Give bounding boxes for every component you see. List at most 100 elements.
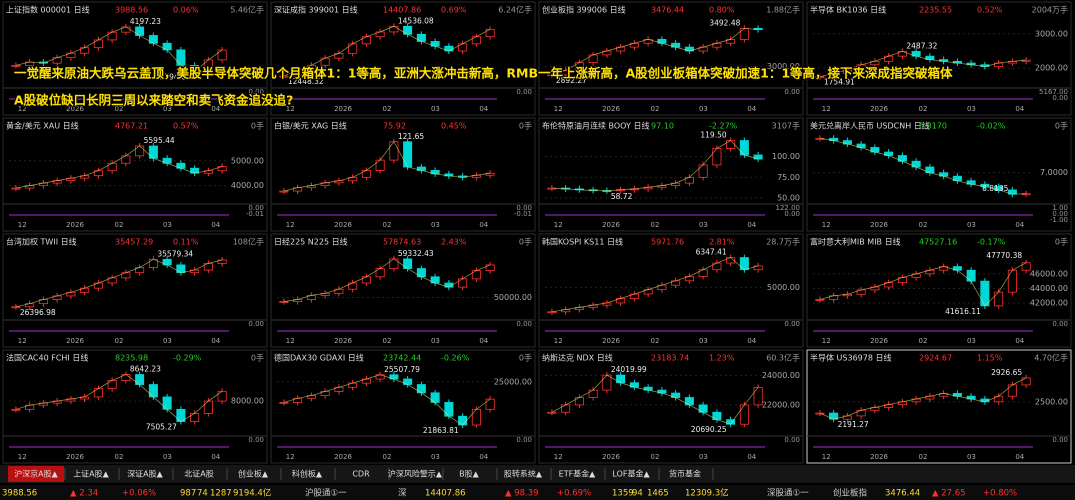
panel-price: 23183.74: [651, 354, 689, 363]
x-tick-label: 12: [286, 221, 295, 229]
panel-price: 47527.16: [919, 238, 957, 247]
tab[interactable]: 创业板▲: [238, 469, 269, 479]
x-tick-label: 03: [431, 453, 440, 461]
x-tick-label: 2026: [870, 105, 888, 113]
tab[interactable]: 货币基金: [669, 469, 701, 479]
candle: [107, 379, 117, 390]
panel-change: 0.06%: [173, 6, 199, 15]
panel-volume: 28.7万手: [766, 237, 800, 247]
close-line: [819, 51, 1027, 78]
x-tick-label: 03: [699, 221, 708, 229]
status-item: 987: [180, 489, 196, 499]
tab[interactable]: CDR: [352, 470, 370, 479]
extreme-label: 4197.23: [130, 17, 161, 26]
x-tick-label: 12: [822, 453, 831, 461]
status-item: 创业板指: [833, 488, 868, 499]
candle: [93, 39, 103, 49]
candle: [162, 42, 172, 51]
x-tick-label: 04: [747, 337, 756, 345]
headline-line: A股破位缺口长阴三周以来踏空和卖飞资金追没追?: [14, 93, 293, 108]
sub-axis-label: 0.00: [1052, 210, 1068, 218]
candle: [416, 268, 426, 278]
tab[interactable]: 北证A股: [184, 470, 213, 479]
extreme-label: 121.65: [398, 132, 424, 141]
close-line: [551, 140, 759, 192]
panel-volume: 5.46亿手: [230, 5, 264, 15]
candle: [458, 415, 468, 426]
x-tick-label: 02: [651, 453, 660, 461]
candle: [739, 140, 749, 156]
y-tick-label: 7.0000: [1040, 168, 1068, 177]
tab[interactable]: ETF基金▲: [559, 469, 597, 479]
y-tick-label: 22000.00: [762, 400, 800, 409]
x-tick-label: 12: [822, 221, 831, 229]
candle: [458, 278, 468, 288]
extreme-label: 21863.81: [423, 426, 459, 435]
status-item: +0.06%: [122, 489, 156, 499]
tab[interactable]: B股▲: [459, 470, 479, 479]
candle: [403, 141, 413, 168]
sub-axis-label: 0.00: [784, 210, 800, 218]
extreme-label: 41616.11: [945, 307, 981, 316]
extreme-label: 26396.98: [20, 308, 56, 317]
x-tick-label: 04: [1015, 105, 1024, 113]
sub-axis-label: 122.00: [776, 204, 801, 212]
candle: [217, 390, 227, 402]
x-tick-label: 2026: [66, 453, 84, 461]
x-tick-label: 03: [163, 337, 172, 345]
panel-title: 台湾加权 TWII 日线: [6, 237, 77, 247]
sub-axis-label: 0.00: [784, 320, 800, 328]
x-tick-label: 02: [115, 453, 124, 461]
tab[interactable]: 沪深京A股▲: [14, 469, 58, 479]
tab[interactable]: 上证A股▲: [73, 470, 109, 479]
tab[interactable]: 股转系统▲: [504, 469, 543, 479]
x-tick-label: 03: [163, 105, 172, 113]
panel-frame: [538, 1, 804, 116]
panel-title: 深证成指 399001 日线: [274, 5, 358, 15]
candle: [561, 404, 571, 413]
x-tick-label: 04: [1015, 221, 1024, 229]
extreme-label: 20690.25: [691, 425, 727, 434]
x-tick-label: 2026: [602, 337, 620, 345]
status-item: ▲ 27.65: [932, 489, 966, 499]
panel-price: 5971.76: [651, 238, 684, 247]
panel-change: 0.57%: [173, 122, 199, 131]
x-tick-label: 2026: [66, 105, 84, 113]
sub-axis-label: 0.00: [248, 88, 264, 96]
x-tick-label: 2026: [66, 221, 84, 229]
sub-axis-label: -0.01: [246, 210, 264, 218]
y-tick-label: 3000.00: [1035, 29, 1068, 38]
candle: [416, 384, 426, 394]
panel-title: 法国CAC40 FCHI 日线: [6, 353, 88, 363]
candle: [203, 262, 213, 271]
status-item: ▲ 98.39: [505, 489, 539, 499]
panel-change: -0.02%: [977, 122, 1006, 131]
panel-title: 德国DAX30 GDAXI 日线: [274, 353, 364, 363]
tab[interactable]: 科创板▲: [292, 469, 323, 479]
tab[interactable]: 深证A股▲: [127, 470, 163, 479]
panel-price: 2235.55: [919, 6, 952, 15]
x-tick-label: 2026: [870, 453, 888, 461]
x-tick-label: 02: [383, 453, 392, 461]
panel-frame: [270, 349, 536, 464]
panel-change: 0.69%: [441, 6, 467, 15]
candle: [11, 187, 21, 190]
close-line: [551, 257, 759, 313]
panel-frame: [538, 233, 804, 348]
x-tick-label: 2026: [66, 337, 84, 345]
panel-volume: 4.70亿手: [1034, 353, 1068, 363]
candle: [430, 392, 440, 403]
x-tick-label: 02: [919, 337, 928, 345]
panel-frame: [270, 117, 536, 232]
tab[interactable]: LOF基金▲: [612, 469, 650, 479]
x-tick-label: 04: [1015, 453, 1024, 461]
panel-frame: [270, 233, 536, 348]
candle: [361, 36, 371, 45]
candle: [547, 411, 557, 414]
tab[interactable]: 沪深风险警示▲: [388, 469, 443, 479]
panel-volume: 3107手: [772, 121, 800, 131]
x-tick-label: 12: [554, 453, 563, 461]
candle: [107, 31, 117, 41]
